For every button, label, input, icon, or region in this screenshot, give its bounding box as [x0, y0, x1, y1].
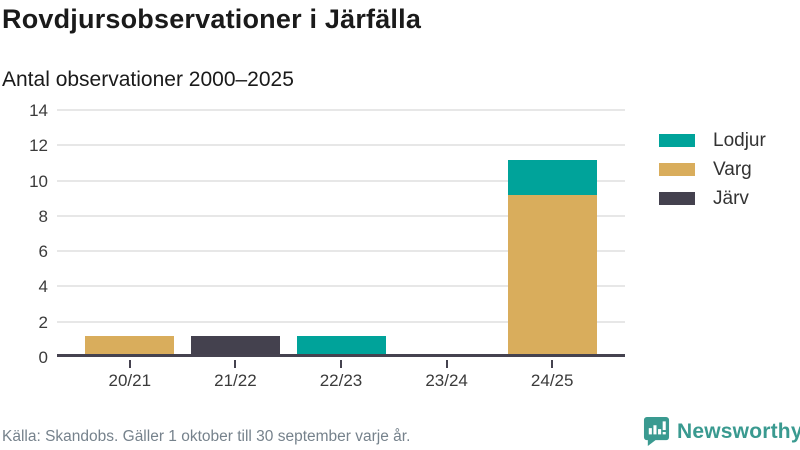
bar-segment-järv-21-22: [190, 336, 280, 354]
gridline: [57, 109, 625, 111]
bar-segment-lodjur-22-23: [296, 336, 386, 354]
gridline: [57, 144, 625, 147]
legend-item-järv: Järv: [659, 184, 766, 213]
y-tick-label: 2: [38, 312, 48, 332]
x-tick-label: 24/25: [530, 371, 574, 390]
x-tick: [445, 360, 448, 368]
x-axis-labels: 20/21 21/22 22/23 23/24 24/25: [57, 360, 625, 400]
legend-item-varg: Varg: [659, 155, 766, 184]
gridline: [57, 320, 625, 323]
brand-name: Newsworthy: [677, 419, 800, 443]
legend: Lodjur Varg Järv: [659, 126, 766, 213]
legend-swatch-järv: [659, 192, 695, 205]
newsworthy-logo: Newsworthy: [643, 416, 800, 447]
gridline: [57, 214, 625, 217]
legend-swatch-varg: [659, 163, 695, 176]
x-tick: [551, 360, 554, 368]
gridline: [57, 179, 625, 182]
x-tick: [340, 360, 342, 368]
chart-subtitle: Antal observationer 2000–2025: [2, 68, 294, 91]
plot-area: [57, 109, 625, 357]
page-title: Rovdjursobservationer i Järfälla: [2, 4, 422, 34]
newsworthy-bubble-chart-icon: [643, 417, 670, 446]
y-tick-label: 0: [38, 348, 48, 367]
y-tick-label: 12: [29, 136, 48, 156]
legend-item-lodjur: Lodjur: [659, 126, 766, 155]
y-tick-label: 6: [38, 242, 48, 262]
legend-label: Varg: [713, 158, 752, 180]
y-tick-label: 8: [38, 206, 48, 226]
legend-swatch-lodjur: [659, 134, 695, 147]
y-tick-label: 14: [29, 101, 48, 120]
x-tick-label: 22/23: [319, 371, 363, 390]
x-tick-label: 23/24: [425, 371, 468, 390]
gridline: [57, 285, 625, 288]
bar-segment-lodjur-24-25: [507, 159, 597, 196]
x-tick-label: 21/22: [214, 371, 257, 390]
y-tick-label: 10: [29, 171, 48, 191]
y-tick-label: 4: [38, 277, 48, 297]
x-tick: [128, 360, 131, 368]
bar-segment-varg-24-25: [507, 195, 597, 354]
x-tick: [234, 360, 237, 368]
legend-label: Lodjur: [713, 129, 766, 151]
x-tick-label: 20/21: [108, 371, 152, 390]
gridline: [57, 250, 625, 253]
legend-label: Järv: [713, 187, 749, 209]
bar-segment-varg-20-21: [85, 336, 175, 354]
source-note: Källa: Skandobs. Gäller 1 oktober till 3…: [2, 428, 411, 445]
y-axis-labels: 0 2 4 6 8 10 12 14: [0, 101, 48, 367]
